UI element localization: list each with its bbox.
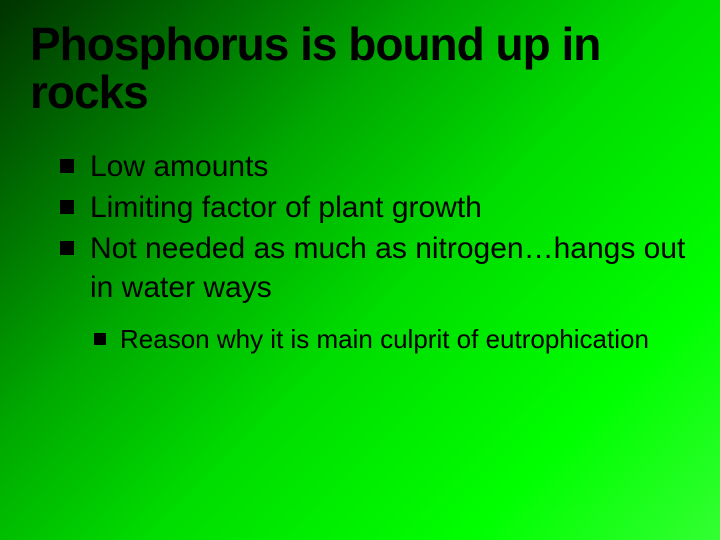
sub-bullet-text: Reason why it is main culprit of eutroph… xyxy=(120,323,690,356)
square-bullet-icon xyxy=(60,200,74,214)
bullet-text: Limiting factor of plant growth xyxy=(90,188,690,227)
slide-title: Phosphorus is bound up in rocks xyxy=(30,20,690,117)
bullet-list: Low amounts Limiting factor of plant gro… xyxy=(30,147,690,307)
bullet-text: Low amounts xyxy=(90,147,690,186)
sub-bullet-list: Reason why it is main culprit of eutroph… xyxy=(30,323,690,356)
bullet-text: Not needed as much as nitrogen…hangs out… xyxy=(90,229,690,307)
bullet-item: Not needed as much as nitrogen…hangs out… xyxy=(60,229,690,307)
sub-bullet-item: Reason why it is main culprit of eutroph… xyxy=(94,323,690,356)
square-bullet-icon xyxy=(60,159,74,173)
slide-container: Phosphorus is bound up in rocks Low amou… xyxy=(0,0,720,385)
square-bullet-icon xyxy=(60,241,74,255)
bullet-item: Low amounts xyxy=(60,147,690,186)
square-bullet-icon xyxy=(94,333,106,345)
bullet-item: Limiting factor of plant growth xyxy=(60,188,690,227)
